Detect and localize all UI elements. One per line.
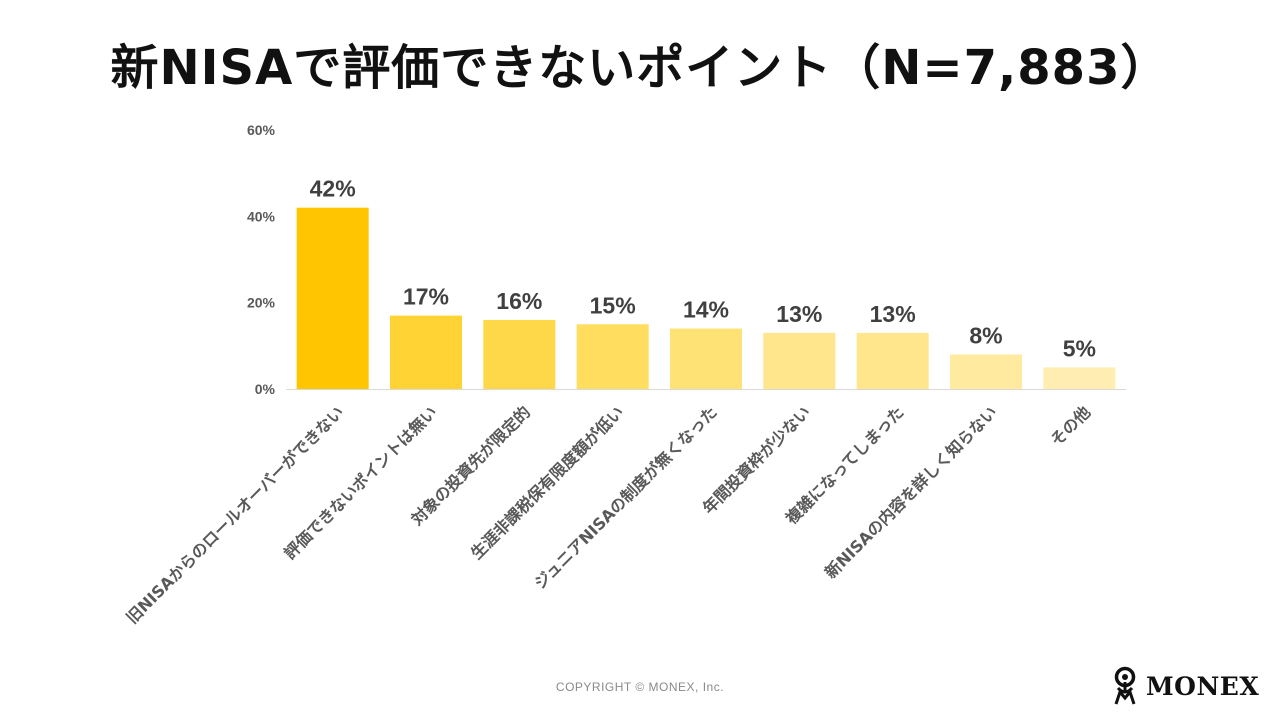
bar xyxy=(670,328,742,389)
chart-title: 新NISAで評価できないポイント（N=7,883） xyxy=(110,40,1170,96)
data-label: 42% xyxy=(310,176,356,202)
bar xyxy=(1043,367,1116,389)
data-label: 17% xyxy=(403,284,449,310)
monex-logo-text: MONEX xyxy=(1146,671,1260,701)
y-tick-label: 0% xyxy=(255,381,276,397)
x-tick-label: 新NISAの内容を詳しく知らない xyxy=(821,402,1001,582)
monex-logo-icon xyxy=(1114,666,1136,705)
bar xyxy=(950,354,1022,389)
data-label: 16% xyxy=(496,288,542,314)
bar xyxy=(763,332,836,389)
y-tick-label: 40% xyxy=(247,208,276,224)
bar xyxy=(390,315,462,389)
bar xyxy=(856,332,929,389)
value-labels: 42% 17% 16% 15% 14% 13% 13% 8% 5% xyxy=(310,176,1096,362)
x-tick-label: ジュニアNISAの制度が無くなった xyxy=(531,402,721,592)
monex-logo: MONEX xyxy=(1108,664,1259,708)
y-tick-label: 60% xyxy=(247,122,276,138)
data-label: 14% xyxy=(683,297,729,323)
data-label: 13% xyxy=(776,301,822,327)
bar xyxy=(483,319,556,389)
bars xyxy=(296,207,1116,389)
category-labels: 旧NISAからのロールオーバーができない評価できないポイントは無い対象の投資先が… xyxy=(123,402,1095,627)
data-label: 15% xyxy=(590,292,636,318)
data-label: 13% xyxy=(870,301,916,327)
x-tick-label: 評価できないポイントは無い xyxy=(280,402,441,563)
y-tick-label: 20% xyxy=(247,295,276,311)
x-tick-label: 生涯非課税保有限度額が低い xyxy=(467,402,628,563)
data-label: 8% xyxy=(969,322,1002,348)
bar xyxy=(576,324,649,389)
x-tick-label: その他 xyxy=(1047,402,1094,449)
bar xyxy=(296,207,369,389)
y-axis: 0% 20% 40% 60% xyxy=(247,122,276,397)
copyright-text: COPYRIGHT © MONEX, Inc. xyxy=(555,680,725,694)
data-label: 5% xyxy=(1063,335,1096,361)
